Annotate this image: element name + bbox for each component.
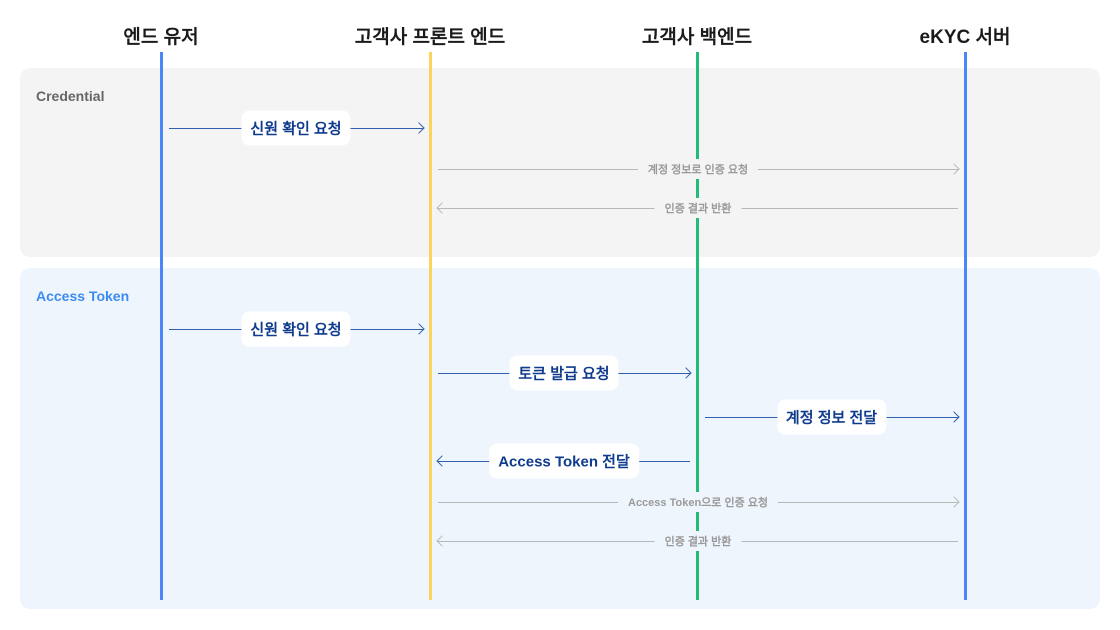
message-label: 신원 확인 요청 xyxy=(241,311,351,347)
message-label: 인증 결과 반환 xyxy=(654,531,742,551)
lifeline xyxy=(160,52,163,600)
message-label: Access Token으로 인증 요청 xyxy=(618,492,778,512)
message-label: 토큰 발급 요청 xyxy=(509,355,619,391)
section-credential: Credential xyxy=(20,68,1100,257)
message-arrow: 인증 결과 반환 xyxy=(436,531,958,551)
message-arrow: Access Token 전달 xyxy=(436,443,690,479)
message-label: Access Token 전달 xyxy=(489,443,639,479)
message-arrow: 신원 확인 요청 xyxy=(169,311,425,347)
message-arrow: 토큰 발급 요청 xyxy=(438,355,692,391)
lifeline xyxy=(429,52,432,600)
message-label: 인증 결과 반환 xyxy=(654,198,742,218)
message-arrow: 인증 결과 반환 xyxy=(436,198,958,218)
message-arrow: 계정 정보 전달 xyxy=(705,399,960,435)
message-arrow: 신원 확인 요청 xyxy=(169,110,425,146)
message-arrow: Access Token으로 인증 요청 xyxy=(438,492,960,512)
message-arrow: 계정 정보로 인증 요청 xyxy=(438,159,960,179)
message-label: 계정 정보로 인증 요청 xyxy=(637,159,759,179)
message-label: 계정 정보 전달 xyxy=(776,399,887,435)
message-label: 신원 확인 요청 xyxy=(241,110,351,146)
lifeline xyxy=(696,52,699,600)
participant-header: 고객사 백엔드 xyxy=(641,27,753,48)
section-title: Access Token xyxy=(36,288,130,304)
participant-header: eKYC 서버 xyxy=(919,27,1011,48)
section-access-token: Access Token xyxy=(20,268,1100,609)
participant-header: 고객사 프론트 엔드 xyxy=(354,27,506,48)
section-title: Credential xyxy=(36,88,105,104)
participant-header: 엔드 유저 xyxy=(123,27,199,48)
lifeline xyxy=(964,52,967,600)
